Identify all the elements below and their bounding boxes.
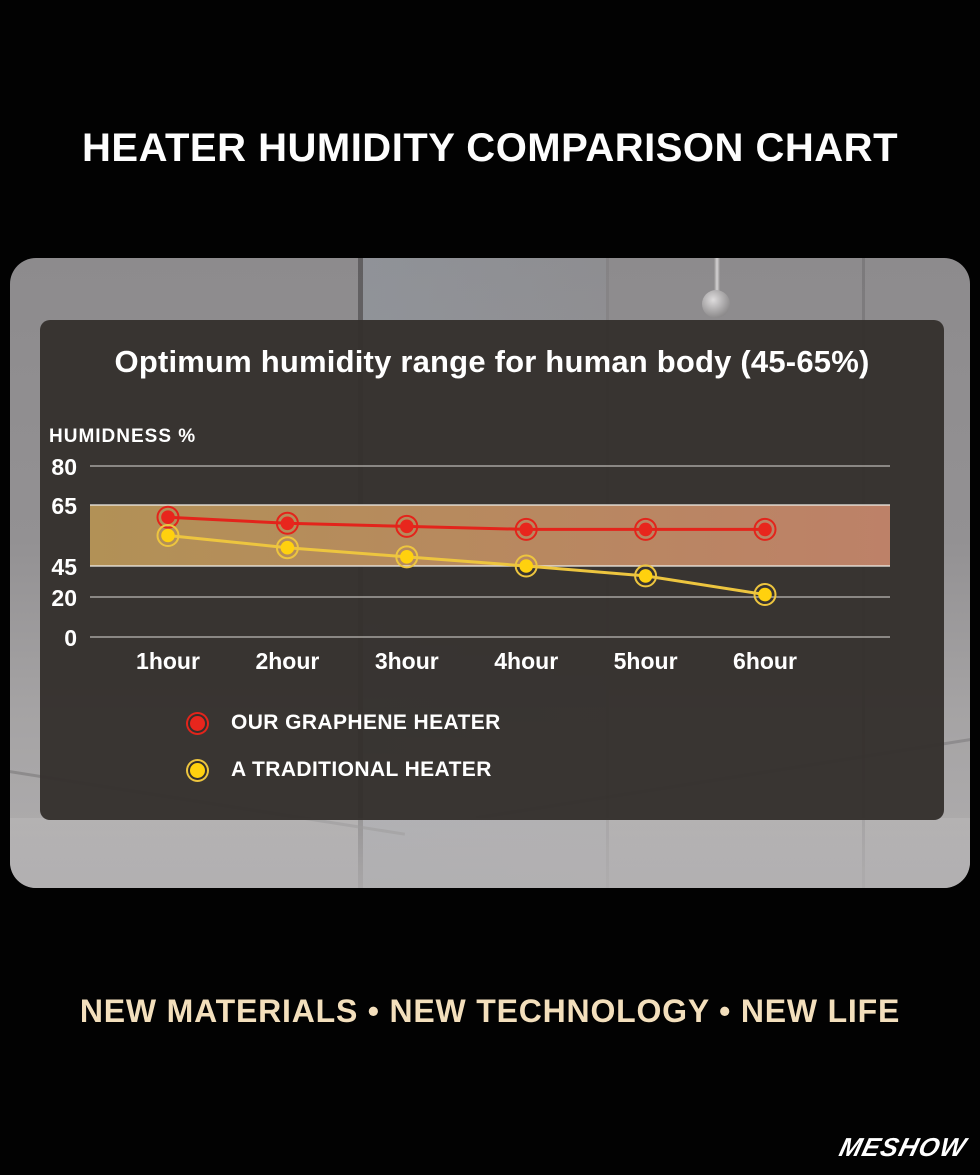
humidity-chart: 80 65 45 20 0 HUMIDNESS % 1hour 2hour 3hour 4hour…	[40, 320, 944, 820]
chart-legend: OUR GRAPHENE HEATER A TRADITIONAL HEATER	[190, 709, 501, 803]
legend-dot-yellow	[190, 762, 205, 778]
svg-text:45: 45	[51, 554, 77, 580]
legend-label-traditional-heater: A TRADITIONAL HEATER	[231, 758, 492, 781]
brand-logo: MESHOW	[836, 1132, 970, 1162]
chart-panel: 80 65 45 20 0 HUMIDNESS % 1hour 2hour 3hour 4hour…	[40, 320, 944, 820]
svg-text:4hour: 4hour	[494, 648, 558, 674]
svg-text:20: 20	[51, 585, 77, 611]
humidity-chart-svg: 80 65 45 20 0 HUMIDNESS % 1hour 2hour 3hour 4hour…	[49, 426, 890, 674]
bathroom-photo: 80 65 45 20 0 HUMIDNESS % 1hour 2hour 3hour 4hour…	[10, 258, 970, 888]
legend-item-traditional-heater: A TRADITIONAL HEATER	[190, 756, 501, 784]
svg-text:1hour: 1hour	[136, 648, 200, 674]
legend-dot-red	[190, 715, 205, 731]
svg-text:3hour: 3hour	[375, 648, 439, 674]
footer-tagline: NEW MATERIALS • NEW TECHNOLOGY • NEW LIF…	[79, 993, 901, 1029]
svg-text:HUMIDNESS %: HUMIDNESS %	[49, 426, 196, 447]
chart-title: Optimum humidity range for human body (4…	[114, 344, 870, 379]
svg-text:6hour: 6hour	[733, 648, 797, 674]
svg-text:5hour: 5hour	[614, 648, 678, 674]
page-title: HEATER HUMIDITY COMPARISON CHART	[82, 126, 898, 170]
shower-pipe	[714, 258, 720, 302]
svg-text:65: 65	[51, 493, 77, 519]
legend-label-graphene-heater: OUR GRAPHENE HEATER	[231, 711, 501, 734]
photo-bathtub	[10, 818, 970, 888]
svg-text:0: 0	[64, 625, 77, 651]
svg-text:80: 80	[51, 454, 77, 480]
shower-head-icon	[702, 290, 730, 318]
legend-item-graphene-heater: OUR GRAPHENE HEATER	[190, 709, 501, 737]
svg-text:2hour: 2hour	[255, 648, 319, 674]
